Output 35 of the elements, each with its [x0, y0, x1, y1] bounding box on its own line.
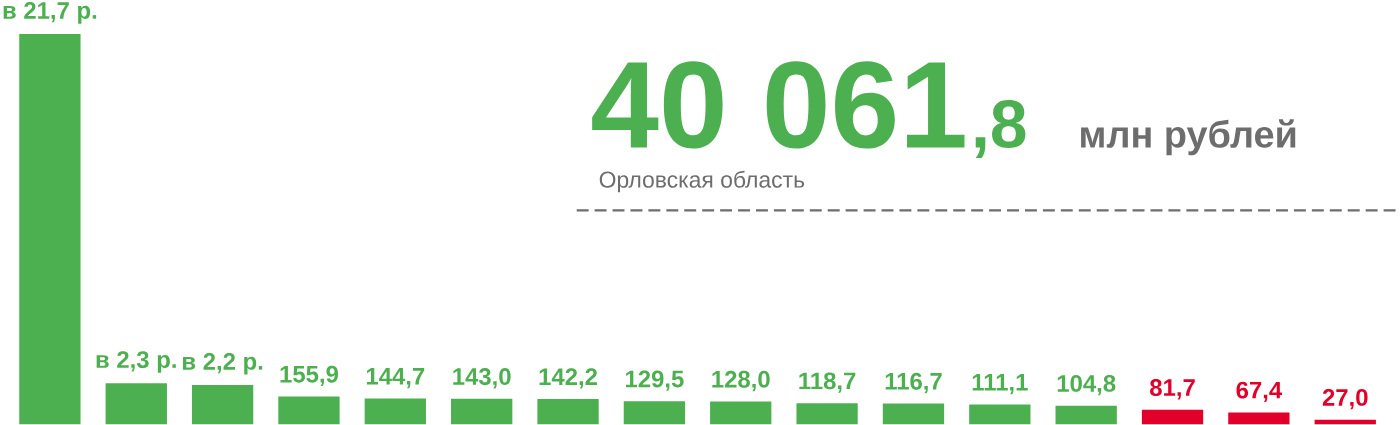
bar [969, 404, 1031, 425]
data-label: 111,1 [972, 374, 1028, 395]
bar [451, 399, 513, 425]
data-label: 143,0 [453, 368, 511, 389]
data-label: 67,4 [1236, 381, 1283, 403]
bar [1141, 410, 1204, 425]
bar [1228, 412, 1290, 425]
bar [105, 383, 167, 425]
bar [191, 385, 254, 425]
bar [882, 403, 945, 425]
bar [796, 403, 858, 425]
bar [537, 399, 599, 425]
data-label: 142,2 [539, 368, 597, 389]
bar [1055, 405, 1117, 425]
bar [278, 396, 340, 425]
annotation: млн рублей [1081, 119, 1296, 156]
annotation: Орловская область [599, 170, 805, 193]
data-label: 104,8 [1057, 375, 1116, 396]
data-label: 81,7 [1150, 379, 1195, 400]
data-label: в 2,2 р. [183, 353, 263, 375]
bar [710, 401, 772, 425]
data-label: в 2,3 р. [96, 351, 176, 374]
bar [364, 398, 426, 425]
data-label: 144,7 [366, 368, 425, 389]
bar [19, 34, 81, 425]
data-label: 118,7 [799, 372, 856, 394]
annotation: 40 061 [592, 61, 965, 149]
bar [623, 401, 686, 425]
data-label: 155,9 [280, 365, 338, 387]
data-label: в 21,7 р. [3, 2, 97, 24]
data-label: 116,7 [885, 373, 942, 394]
data-label: 128,0 [712, 370, 770, 392]
annotation: ,8 [975, 100, 1026, 159]
data-label: 129,5 [625, 370, 684, 392]
data-label: 27,0 [1322, 389, 1368, 410]
